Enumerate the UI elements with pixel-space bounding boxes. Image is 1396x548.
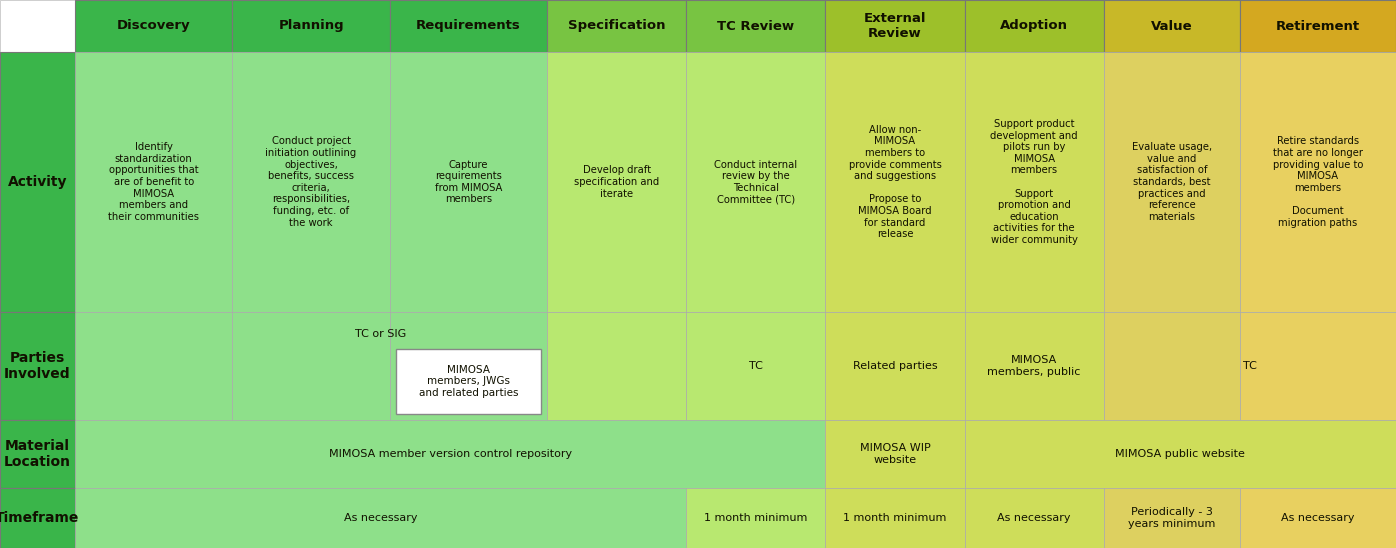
Bar xyxy=(1240,52,1396,312)
Text: As necessary: As necessary xyxy=(1282,513,1354,523)
Text: Identify
standardization
opportunities that
are of benefit to
MIMOSA
members and: Identify standardization opportunities t… xyxy=(109,142,200,222)
Text: Value: Value xyxy=(1152,20,1192,32)
Bar xyxy=(389,312,547,420)
Bar xyxy=(0,312,75,420)
Bar xyxy=(965,312,1104,420)
Text: Timeframe: Timeframe xyxy=(0,511,80,525)
Text: As necessary: As necessary xyxy=(997,513,1071,523)
Bar xyxy=(75,312,232,420)
Text: TC: TC xyxy=(1242,361,1256,371)
Bar xyxy=(75,488,687,548)
Bar xyxy=(687,0,825,52)
Text: Conduct project
initiation outlining
objectives,
benefits, success
criteria,
res: Conduct project initiation outlining obj… xyxy=(265,136,357,227)
Bar xyxy=(1104,312,1240,420)
Bar xyxy=(547,52,687,312)
Text: External
Review: External Review xyxy=(864,12,927,40)
Text: Planning: Planning xyxy=(278,20,343,32)
Bar xyxy=(75,420,825,488)
Text: Evaluate usage,
value and
satisfaction of
standards, best
practices and
referenc: Evaluate usage, value and satisfaction o… xyxy=(1132,142,1212,222)
Text: Capture
requirements
from MIMOSA
members: Capture requirements from MIMOSA members xyxy=(434,159,503,204)
Bar xyxy=(825,312,965,420)
Bar xyxy=(965,420,1396,488)
Bar xyxy=(0,420,75,488)
Text: Material
Location: Material Location xyxy=(4,439,71,469)
Bar xyxy=(389,0,547,52)
Text: 1 month minimum: 1 month minimum xyxy=(843,513,946,523)
Text: MIMOSA WIP
website: MIMOSA WIP website xyxy=(860,443,930,465)
Bar xyxy=(0,488,75,548)
Bar xyxy=(547,312,687,420)
Text: TC or SIG: TC or SIG xyxy=(355,329,406,339)
Bar xyxy=(825,0,965,52)
Bar xyxy=(389,52,547,312)
Text: Allow non-
MIMOSA
members to
provide comments
and suggestions

Propose to
MIMOSA: Allow non- MIMOSA members to provide com… xyxy=(849,125,941,239)
Bar xyxy=(825,488,965,548)
Text: Requirements: Requirements xyxy=(416,20,521,32)
Bar xyxy=(396,349,540,414)
Text: Retirement: Retirement xyxy=(1276,20,1360,32)
Text: Retire standards
that are no longer
providing value to
MIMOSA
members

Document
: Retire standards that are no longer prov… xyxy=(1273,136,1362,227)
Text: Conduct internal
review by the
Technical
Committee (TC): Conduct internal review by the Technical… xyxy=(715,159,797,204)
Bar xyxy=(687,488,825,548)
Text: 1 month minimum: 1 month minimum xyxy=(704,513,807,523)
Bar xyxy=(75,52,232,312)
Text: MIMOSA public website: MIMOSA public website xyxy=(1115,449,1245,459)
Bar xyxy=(825,420,965,488)
Text: As necessary: As necessary xyxy=(343,513,417,523)
Bar xyxy=(1240,312,1396,420)
Bar xyxy=(1240,488,1396,548)
Text: MIMOSA member version control repository: MIMOSA member version control repository xyxy=(328,449,572,459)
Bar xyxy=(75,0,232,52)
Bar xyxy=(1104,488,1240,548)
Text: Discovery: Discovery xyxy=(117,20,190,32)
Bar xyxy=(1104,52,1240,312)
Text: Parties
Involved: Parties Involved xyxy=(4,351,71,381)
Bar xyxy=(1104,0,1240,52)
Text: TC Review: TC Review xyxy=(718,20,794,32)
Bar xyxy=(232,312,389,420)
Bar xyxy=(232,0,389,52)
Text: Support product
development and
pilots run by
MIMOSA
members

Support
promotion : Support product development and pilots r… xyxy=(990,119,1078,245)
Text: Adoption: Adoption xyxy=(1000,20,1068,32)
Bar xyxy=(825,52,965,312)
Text: Develop draft
specification and
iterate: Develop draft specification and iterate xyxy=(574,165,659,198)
Bar xyxy=(1240,0,1396,52)
Text: MIMOSA
members, JWGs
and related parties: MIMOSA members, JWGs and related parties xyxy=(419,364,518,398)
Bar xyxy=(687,52,825,312)
Text: MIMOSA
members, public: MIMOSA members, public xyxy=(987,355,1081,377)
Text: Related parties: Related parties xyxy=(853,361,937,371)
Bar xyxy=(965,488,1104,548)
Text: Periodically - 3
years minimum: Periodically - 3 years minimum xyxy=(1128,507,1216,529)
Bar xyxy=(547,0,687,52)
Bar xyxy=(687,312,825,420)
Bar xyxy=(965,52,1104,312)
Bar xyxy=(232,52,389,312)
Bar xyxy=(0,52,75,312)
Bar xyxy=(965,0,1104,52)
Bar xyxy=(0,0,75,52)
Text: Specification: Specification xyxy=(568,20,666,32)
Text: TC: TC xyxy=(748,361,762,371)
Text: Activity: Activity xyxy=(8,175,67,189)
